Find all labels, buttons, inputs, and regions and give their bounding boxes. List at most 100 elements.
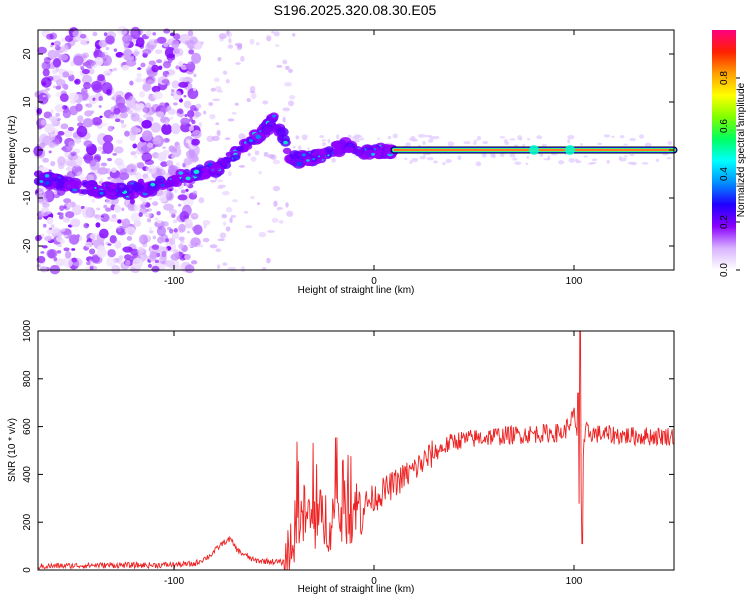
x-tick-label: -100	[164, 576, 184, 587]
noise-blob	[191, 52, 202, 64]
noise-blob	[422, 140, 426, 145]
y-tick-label: -20	[22, 238, 33, 253]
noise-blob	[46, 216, 54, 225]
y-tick-label: 600	[22, 418, 33, 435]
noise-blob	[161, 123, 172, 135]
noise-blob	[52, 69, 58, 75]
noise-blob	[57, 107, 62, 111]
noise-blob	[161, 79, 170, 84]
noise-blob	[178, 223, 186, 233]
noise-blob	[228, 171, 232, 177]
noise-blob	[419, 155, 426, 160]
noise-blob	[278, 220, 284, 224]
noise-blob	[183, 100, 192, 109]
noise-blob	[101, 55, 113, 66]
noise-blob	[624, 155, 628, 158]
noise-blob	[476, 136, 482, 141]
noise-blob	[88, 68, 95, 75]
ridge-blob	[51, 176, 58, 182]
noise-blob	[113, 204, 122, 213]
noise-blob	[302, 137, 308, 141]
noise-blob	[514, 161, 522, 165]
noise-blob	[221, 213, 228, 219]
noise-blob	[98, 105, 102, 108]
colorbar-tick-label: 0.8	[719, 71, 730, 85]
ridge-blob	[171, 175, 180, 182]
noise-blob	[276, 64, 283, 68]
noise-blob	[57, 243, 63, 248]
noise-blob	[655, 158, 660, 162]
ridge-core	[193, 169, 200, 175]
noise-blob	[173, 228, 178, 233]
noise-blob	[55, 112, 61, 117]
noise-blob	[173, 249, 178, 253]
noise-blob	[210, 87, 216, 92]
noise-blob	[405, 142, 411, 147]
noise-blob	[171, 39, 180, 49]
noise-blob	[193, 214, 197, 217]
colorbar-tick-label: 0.2	[719, 215, 730, 229]
noise-blob	[42, 202, 50, 208]
noise-blob	[157, 236, 164, 244]
y-tick-label: -10	[22, 190, 33, 205]
noise-blob	[64, 251, 72, 259]
spectrogram-y-label: Frequency (Hz)	[7, 116, 18, 185]
noise-blob	[177, 60, 184, 67]
colorbar-ticks: 0.0 0.2 0.4 0.6 0.8	[719, 71, 740, 277]
noise-blob	[97, 146, 103, 152]
noise-blob	[230, 214, 237, 218]
noise-blob	[232, 199, 238, 203]
noise-blob	[177, 108, 184, 115]
ridge-blob	[338, 139, 346, 146]
noise-blob	[124, 93, 131, 100]
noise-blob	[57, 131, 65, 136]
noise-blob	[100, 215, 105, 218]
noise-blob	[297, 145, 302, 151]
noise-blob	[141, 152, 153, 162]
ridge-core	[327, 154, 330, 157]
noise-blob	[258, 231, 267, 238]
noise-blob	[198, 121, 203, 128]
ridge-blob	[282, 147, 292, 155]
spectrogram-x-label: Height of straight line (km)	[298, 285, 415, 296]
noise-blob	[135, 77, 143, 83]
noise-blob	[135, 103, 145, 111]
noise-blob	[47, 49, 58, 60]
noise-blob	[39, 142, 46, 149]
noise-blob	[292, 145, 296, 149]
noise-blob	[52, 57, 62, 68]
ridge-blob	[331, 141, 341, 148]
noise-blob	[191, 226, 198, 232]
noise-blob	[150, 122, 161, 133]
noise-blob	[160, 161, 168, 168]
noise-blob	[125, 259, 131, 267]
noise-blob	[426, 156, 434, 161]
noise-blob	[152, 136, 162, 145]
noise-blob	[178, 236, 185, 241]
noise-blob	[64, 35, 74, 43]
noise-blob	[162, 60, 172, 69]
noise-blob	[63, 247, 70, 252]
noise-blob	[547, 155, 551, 161]
noise-blob	[263, 151, 269, 157]
noise-blob	[191, 129, 202, 139]
noise-blob	[238, 133, 246, 140]
noise-blob	[178, 81, 189, 88]
noise-blob	[202, 237, 210, 243]
noise-blob	[639, 134, 645, 139]
noise-blob	[93, 50, 99, 57]
noise-blob	[156, 219, 162, 224]
colorbar: 0.0 0.2 0.4 0.6 0.8 Normalized spectral ampl…	[712, 30, 747, 277]
noise-blob	[166, 160, 174, 166]
noise-blob	[67, 126, 75, 132]
noise-blob	[113, 107, 121, 115]
noise-blob	[116, 227, 125, 234]
noise-blob	[136, 72, 142, 78]
noise-blob	[65, 211, 75, 219]
noise-blob	[583, 155, 588, 158]
noise-blob	[509, 153, 516, 158]
noise-blob	[142, 82, 151, 92]
noise-blob	[136, 246, 145, 255]
noise-blob	[76, 125, 88, 138]
